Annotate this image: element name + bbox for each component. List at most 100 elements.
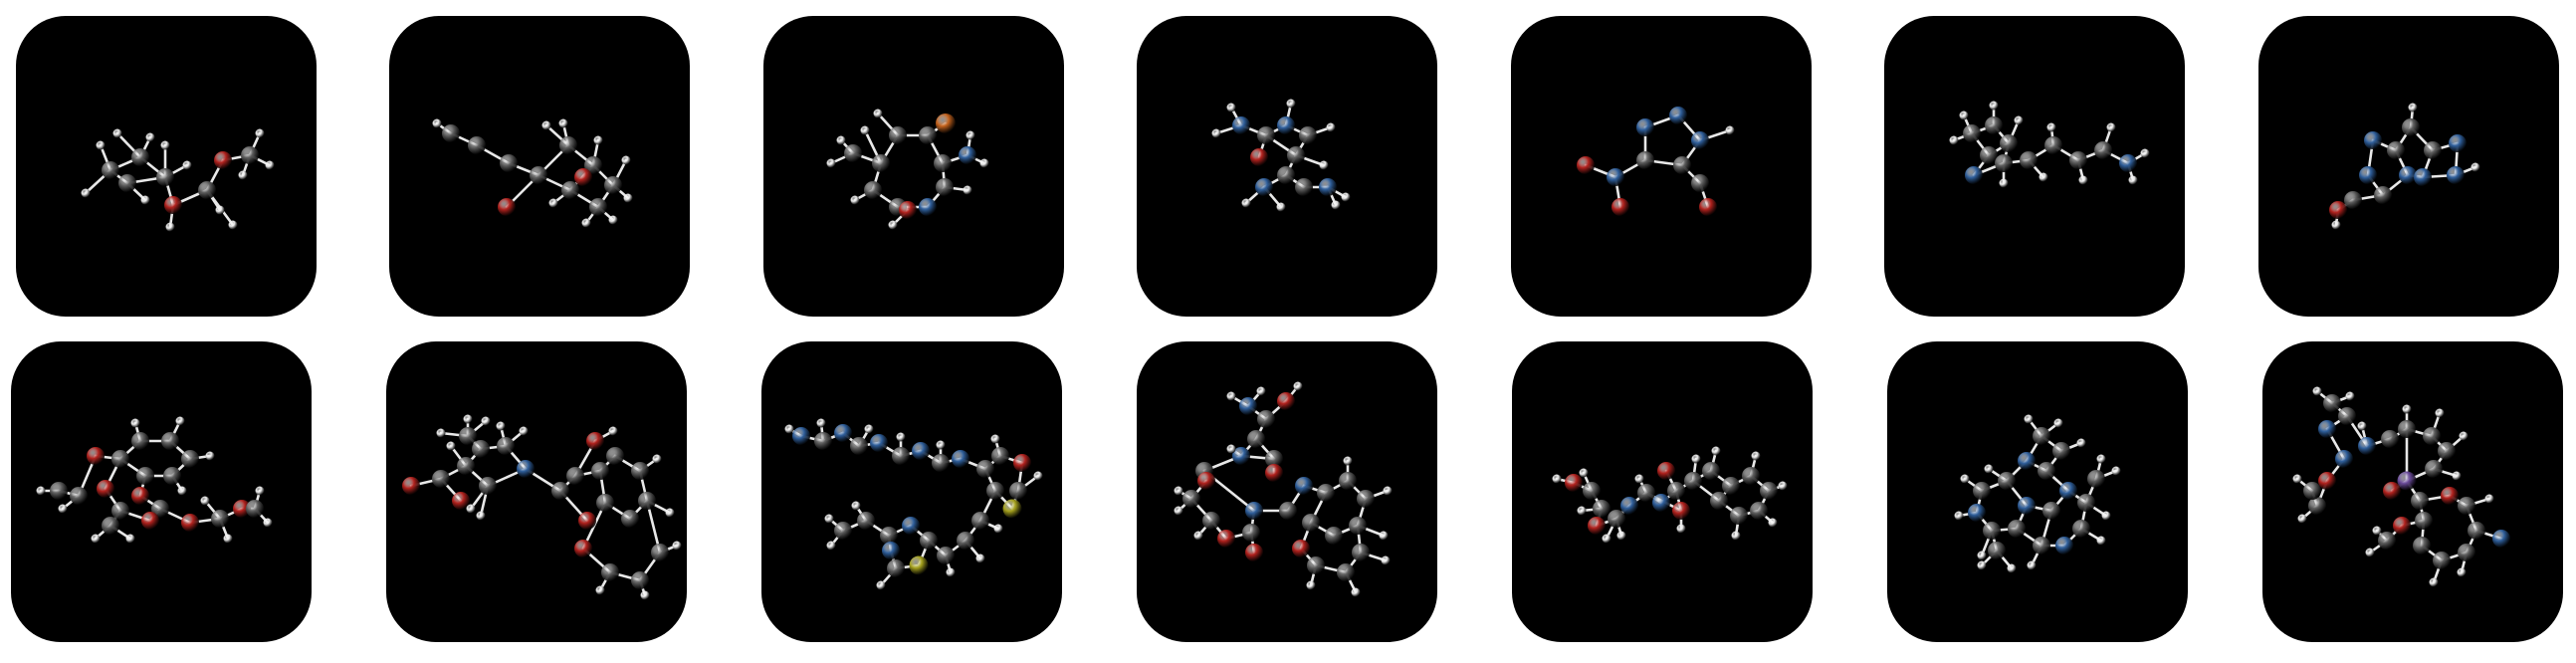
oxygen-atom bbox=[2383, 482, 2401, 500]
hydrogen-atom bbox=[2484, 494, 2494, 504]
oxygen-atom bbox=[131, 487, 149, 505]
carbon-atom bbox=[50, 482, 68, 500]
hydrogen-atom bbox=[1676, 524, 1686, 534]
carbon-atom bbox=[986, 482, 1004, 500]
hydrogen-atom bbox=[446, 441, 456, 451]
hydrogen-atom bbox=[1977, 551, 1987, 560]
carbon-atom bbox=[1357, 490, 1375, 508]
hydrogen-atom bbox=[2372, 526, 2382, 536]
molecule-render-14 bbox=[2262, 341, 2563, 642]
nitrogen-atom bbox=[1669, 107, 1687, 124]
nitrogen-atom bbox=[882, 542, 900, 559]
carbon-atom bbox=[2323, 394, 2341, 412]
hydrogen-atom bbox=[160, 140, 170, 150]
hydrogen-atom bbox=[58, 504, 68, 514]
carbon-atom bbox=[181, 450, 199, 468]
carbon-atom bbox=[246, 500, 264, 518]
carbon-atom bbox=[1760, 482, 1778, 500]
molecule-render-2 bbox=[389, 16, 690, 317]
nitrogen-atom bbox=[517, 460, 535, 478]
hydrogen-atom bbox=[1241, 198, 1251, 208]
carbon-atom bbox=[591, 462, 609, 480]
carbon-atom bbox=[1995, 154, 2013, 172]
carbon-atom bbox=[1702, 462, 1720, 480]
carbon-atom bbox=[2415, 512, 2433, 530]
nitrogen-atom bbox=[2399, 166, 2417, 184]
nitrogen-atom bbox=[2447, 166, 2465, 184]
nitrogen-atom bbox=[834, 424, 852, 442]
carbon-atom bbox=[1337, 563, 1355, 581]
carbon-atom bbox=[211, 510, 229, 528]
hydrogen-atom bbox=[672, 541, 682, 551]
carbon-atom bbox=[2033, 427, 2050, 445]
hydrogen-atom bbox=[255, 486, 265, 496]
carbon-atom bbox=[957, 532, 974, 550]
oxygen-atom bbox=[1611, 198, 1629, 216]
hydrogen-atom bbox=[2292, 474, 2302, 484]
carbon-atom bbox=[2052, 442, 2070, 460]
carbon-atom bbox=[604, 176, 622, 194]
carbon-atom bbox=[1349, 517, 1367, 535]
carbon-atom bbox=[1202, 512, 1220, 530]
hydrogen-atom bbox=[2039, 172, 2048, 182]
molecule-graph-1 bbox=[81, 128, 275, 232]
nitrogen-atom bbox=[2358, 437, 2376, 455]
carbon-atom bbox=[468, 136, 486, 154]
hydrogen-atom bbox=[2078, 175, 2088, 185]
nitrogen-atom bbox=[952, 450, 969, 468]
carbon-atom bbox=[638, 492, 656, 510]
carbon-atom bbox=[2077, 494, 2095, 512]
hydrogen-atom bbox=[432, 118, 442, 128]
carbon-atom bbox=[1352, 544, 1370, 561]
hydrogen-atom bbox=[1351, 587, 1361, 597]
carbon-atom bbox=[2338, 407, 2356, 425]
carbon-atom bbox=[932, 454, 950, 472]
hydrogen-atom bbox=[91, 534, 101, 544]
molecule-graph-9 bbox=[402, 414, 682, 600]
carbon-atom bbox=[1742, 467, 1760, 485]
hydrogen-atom bbox=[2128, 175, 2138, 185]
hydrogen-atom bbox=[1193, 531, 1203, 541]
carbon-atom bbox=[834, 522, 852, 540]
hydrogen-atom bbox=[1383, 486, 1393, 496]
nitrogen-atom bbox=[2018, 497, 2036, 515]
hydrogen-atom bbox=[990, 434, 1000, 444]
hydrogen-atom bbox=[96, 140, 106, 150]
hydrogen-atom bbox=[1579, 468, 1589, 478]
hydrogen-atom bbox=[1319, 160, 1329, 170]
nitrogen-atom bbox=[2414, 168, 2432, 186]
hydrogen-atom bbox=[36, 486, 46, 496]
hydrogen-atom bbox=[1552, 474, 1562, 484]
carbon-atom bbox=[198, 181, 216, 199]
hydrogen-atom bbox=[784, 424, 794, 434]
hydrogen-atom bbox=[2457, 567, 2467, 577]
hydrogen-atom bbox=[873, 109, 883, 118]
oxygen-atom bbox=[164, 196, 182, 214]
hydrogen-atom bbox=[1602, 534, 1611, 544]
hydrogen-atom bbox=[476, 511, 486, 521]
carbon-atom bbox=[1608, 510, 1625, 528]
molecule-graph-5 bbox=[1577, 107, 1735, 216]
nitrogen-atom bbox=[2335, 450, 2353, 468]
hydrogen-atom bbox=[581, 218, 591, 228]
carbon-atom bbox=[651, 544, 669, 561]
hydrogen-atom bbox=[1226, 103, 1236, 112]
hydrogen-atom bbox=[876, 580, 886, 590]
molecule-graph-6 bbox=[1949, 101, 2150, 188]
carbon-atom bbox=[1299, 126, 1317, 144]
hydrogen-atom bbox=[130, 418, 140, 428]
carbon-atom bbox=[163, 467, 181, 485]
hydrogen-atom bbox=[140, 195, 150, 205]
hydrogen-atom bbox=[1033, 471, 1043, 481]
carbon-atom bbox=[1667, 482, 1685, 500]
hydrogen-atom bbox=[1343, 456, 1353, 466]
molecule-render-12 bbox=[1512, 341, 1813, 642]
hydrogen-atom bbox=[200, 496, 210, 506]
carbon-atom bbox=[631, 462, 649, 480]
sulfur-atom bbox=[1002, 499, 1022, 519]
carbon-atom bbox=[131, 432, 149, 450]
nitrogen-atom bbox=[1255, 178, 1273, 196]
carbon-atom bbox=[479, 477, 497, 495]
carbon-atom bbox=[2458, 544, 2475, 561]
hydrogen-atom bbox=[1711, 446, 1721, 456]
